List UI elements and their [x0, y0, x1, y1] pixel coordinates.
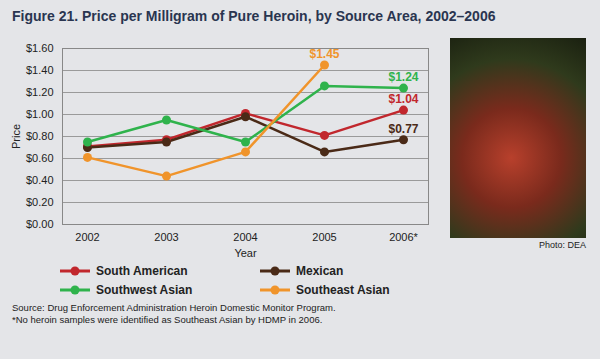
svg-text:$0.20: $0.20: [26, 196, 54, 208]
svg-text:$1.20: $1.20: [26, 86, 54, 98]
html-text:Figure 21. Price per Milligram: Figure 21. Price per Milligram of Pure H…: [12, 8, 496, 24]
svg-text:Price: Price: [10, 124, 22, 149]
svg-text:$0.00: $0.00: [26, 218, 54, 230]
html-text:Photo: DEA: Photo: DEA: [539, 240, 586, 250]
svg-text:$1.24: $1.24: [388, 70, 418, 84]
svg-text:$1.40: $1.40: [26, 64, 54, 76]
svg-text:$1.45: $1.45: [309, 47, 339, 61]
html-text:Southeast Asian: Southeast Asian: [296, 282, 390, 297]
html-text:Southwest Asian: Southwest Asian: [96, 282, 193, 297]
html-text:Mexican: Mexican: [296, 263, 344, 278]
svg-text:$0.80: $0.80: [26, 130, 54, 142]
svg-text:2002: 2002: [75, 231, 99, 243]
svg-text:2004: 2004: [233, 231, 257, 243]
svg-text:2003: 2003: [154, 231, 178, 243]
svg-text:$0.40: $0.40: [26, 174, 54, 186]
html-text:*No heroin samples were identi: *No heroin samples were identified as So…: [12, 314, 323, 325]
svg-text:$1.00: $1.00: [26, 108, 54, 120]
html-text:Source: Drug Enforcement Admin: Source: Drug Enforcement Administration …: [12, 302, 336, 313]
svg-text:$0.77: $0.77: [388, 122, 418, 136]
svg-text:Year: Year: [234, 247, 257, 259]
svg-text:2005: 2005: [312, 231, 336, 243]
svg-text:$1.04: $1.04: [388, 92, 418, 106]
svg-text:2006*: 2006*: [389, 231, 418, 243]
svg-text:$0.60: $0.60: [26, 152, 54, 164]
html-text:South American: South American: [96, 263, 188, 278]
svg-text:$1.60: $1.60: [26, 42, 54, 54]
